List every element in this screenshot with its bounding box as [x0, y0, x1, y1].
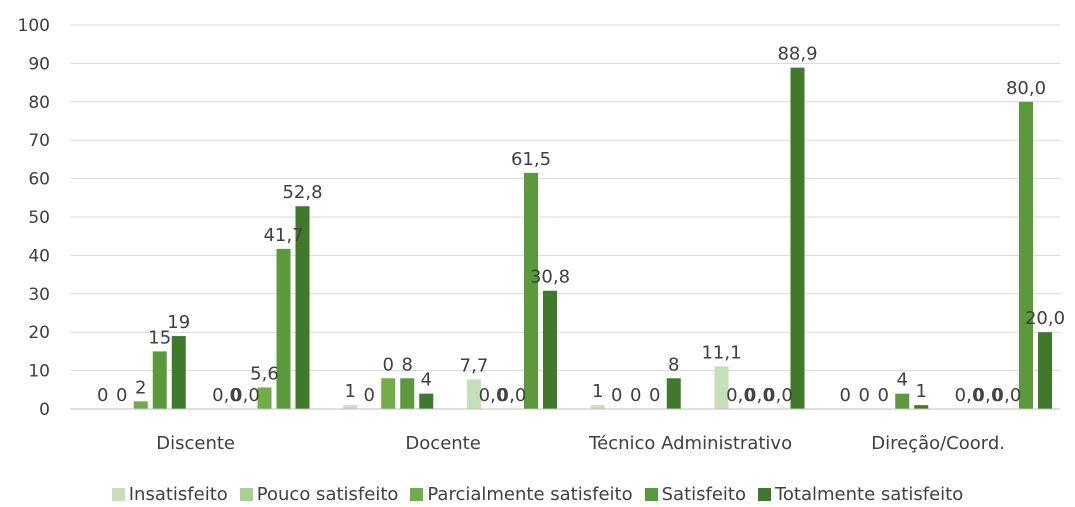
- data-label: 4: [421, 370, 432, 391]
- data-label: 0: [630, 385, 641, 406]
- data-label: 61,5: [511, 149, 551, 170]
- bar: [590, 405, 605, 409]
- legend-label: Parcialmente satisfeito: [427, 483, 633, 505]
- bar: [343, 405, 358, 409]
- y-tick-label: 20: [28, 323, 50, 343]
- bar: [152, 351, 167, 409]
- data-label: 0: [859, 385, 870, 406]
- bar: [400, 378, 415, 409]
- legend: Insatisfeito Pouco satisfeito Parcialmente…: [0, 482, 1075, 506]
- legend-swatch: [111, 487, 125, 501]
- data-label: 0,0: [993, 385, 1022, 406]
- data-label: 30,8: [530, 267, 570, 288]
- bar: [790, 67, 805, 410]
- legend-swatch: [757, 487, 771, 501]
- data-label: 0,0: [726, 385, 755, 406]
- data-label: 1: [592, 381, 603, 402]
- bar: [714, 366, 729, 409]
- bar: [524, 172, 538, 409]
- y-tick-label: 0: [39, 400, 50, 420]
- legend-label: Totalmente satisfeito: [774, 483, 964, 505]
- data-label: 0,0: [764, 385, 793, 406]
- data-label: 0: [840, 385, 851, 406]
- legend-label: Pouco satisfeito: [256, 483, 399, 505]
- y-tick-label: 60: [28, 170, 50, 190]
- legend-label: Insatisfeito: [128, 483, 228, 505]
- bar: [1038, 332, 1052, 409]
- legend-item: Insatisfeito: [111, 483, 228, 505]
- category-label: Técnico Administrativo: [588, 433, 792, 454]
- bar: [133, 401, 148, 409]
- data-label: 5,6: [250, 363, 279, 384]
- gridlines: [70, 24, 1060, 372]
- bar: [276, 248, 291, 409]
- bar: [381, 378, 396, 409]
- data-label: 52,8: [282, 182, 322, 203]
- bar: [543, 290, 557, 409]
- data-label: 2: [135, 377, 146, 398]
- bar: [419, 393, 434, 409]
- bar: [666, 378, 681, 409]
- data-label: 1: [345, 381, 356, 402]
- data-label: 8: [668, 354, 679, 375]
- bar: [171, 336, 186, 409]
- data-label: 0: [878, 385, 889, 406]
- data-label: 8: [402, 354, 413, 375]
- bar: [467, 379, 481, 409]
- data-label: 0,0: [745, 385, 774, 406]
- bar: [914, 405, 929, 409]
- data-label: 19: [167, 312, 190, 333]
- y-tick-label: 10: [28, 362, 50, 382]
- legend-swatch: [239, 487, 253, 501]
- legend-swatch: [644, 487, 658, 501]
- y-tick-label: 100: [18, 16, 50, 36]
- bar: [1019, 101, 1033, 410]
- bar: [295, 206, 310, 409]
- data-label: 0: [649, 385, 660, 406]
- category-label: Direção/Coord.: [871, 433, 1005, 454]
- bars: [133, 67, 1052, 410]
- data-label: 0,0: [212, 385, 241, 406]
- y-tick-label: 50: [28, 208, 50, 228]
- category-labels: Discente Docente Técnico Administrativo Dir…: [156, 433, 1005, 454]
- data-label: 15: [148, 327, 171, 348]
- legend-swatch: [410, 487, 424, 501]
- data-label: 20,0: [1025, 308, 1065, 329]
- data-label: 0,0: [955, 385, 984, 406]
- data-label: 0,0: [479, 385, 508, 406]
- y-tick-label: 40: [28, 246, 50, 266]
- y-tick-label: 90: [28, 54, 50, 74]
- data-label: 0,0: [974, 385, 1003, 406]
- legend-item: Parcialmente satisfeito: [410, 483, 633, 505]
- y-axis-ticks: 0 10 20 30 40 50 60 70 80 90 100: [18, 16, 50, 420]
- data-label: 0,0: [498, 385, 527, 406]
- y-tick-label: 30: [28, 285, 50, 305]
- legend-item: Totalmente satisfeito: [757, 483, 964, 505]
- bar: [895, 393, 910, 409]
- category-label: Discente: [156, 433, 235, 454]
- data-label: 0: [383, 354, 394, 375]
- data-label: 80,0: [1006, 78, 1046, 99]
- legend-item: Satisfeito: [644, 483, 746, 505]
- data-label: 0: [611, 385, 622, 406]
- data-label: 1: [916, 381, 927, 402]
- data-label: 11,1: [701, 342, 741, 363]
- data-label: 41,7: [263, 225, 303, 246]
- y-tick-label: 70: [28, 131, 50, 151]
- y-tick-label: 80: [28, 93, 50, 113]
- bar: [257, 387, 272, 409]
- data-label: 0: [116, 385, 127, 406]
- data-label: 4: [897, 370, 908, 391]
- data-label: 7,7: [460, 355, 489, 376]
- data-label: 0: [364, 385, 375, 406]
- data-label: 0,0: [231, 385, 260, 406]
- data-label: 0: [97, 385, 108, 406]
- legend-item: Pouco satisfeito: [239, 483, 399, 505]
- category-label: Docente: [405, 433, 480, 454]
- legend-label: Satisfeito: [661, 483, 746, 505]
- data-label: 88,9: [777, 44, 817, 65]
